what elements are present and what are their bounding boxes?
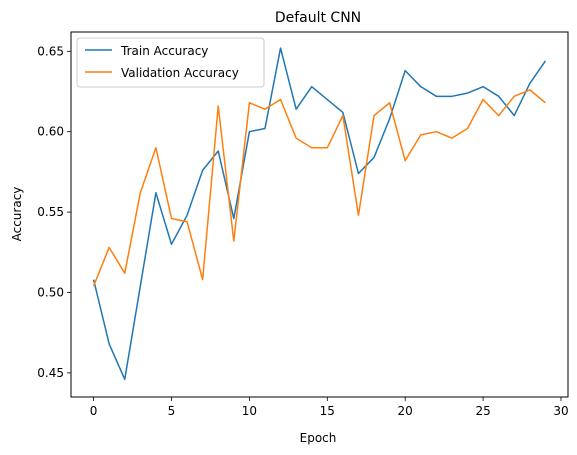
legend-train-label: Train Accuracy [120, 44, 208, 58]
x-axis-ticks: 0 5 10 15 20 25 30 [90, 397, 569, 418]
x-tick-label: 10 [242, 404, 257, 418]
axes-frame [70, 31, 569, 398]
x-tick-label: 5 [168, 404, 176, 418]
legend-validation-label: Validation Accuracy [121, 66, 239, 80]
series-line-validation-accuracy [92, 89, 546, 287]
x-tick-label: 25 [475, 404, 490, 418]
x-tick-label: 20 [398, 404, 413, 418]
y-tick-label: 0.55 [37, 205, 64, 219]
chart-title: Default CNN [275, 10, 361, 26]
x-tick-label: 15 [320, 404, 335, 418]
y-tick-label: 0.50 [37, 285, 64, 299]
series-line-train-accuracy [92, 47, 547, 381]
y-tick-label: 0.60 [37, 125, 64, 139]
x-axis-label: Epoch [300, 431, 337, 445]
x-tick-label: 30 [553, 404, 568, 418]
x-tick-label: 0 [90, 404, 98, 418]
plot-area [70, 31, 569, 398]
series-layer [92, 47, 547, 381]
y-tick-label: 0.65 [37, 44, 64, 58]
legend: Train Accuracy Validation Accuracy [76, 37, 265, 88]
y-tick-label: 0.45 [37, 366, 64, 380]
y-axis-label: Accuracy [10, 187, 24, 242]
legend-box [76, 37, 265, 88]
y-axis-ticks: 0.45 0.50 0.55 0.60 0.65 [37, 44, 71, 380]
